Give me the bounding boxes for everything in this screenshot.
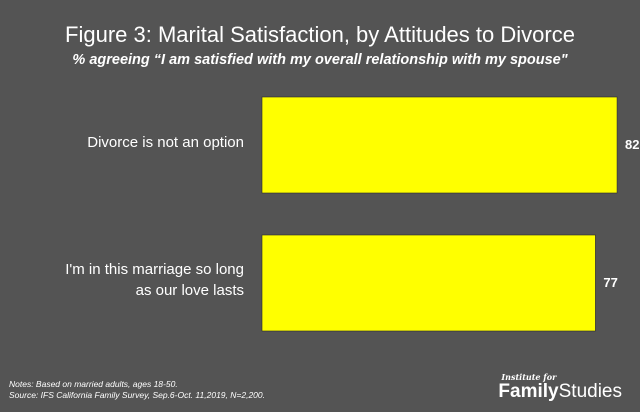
category-label-line: Divorce is not an option — [87, 133, 244, 151]
category-label-0: Divorce is not an option — [4, 132, 244, 153]
chart-notes: Notes: Based on married adults, ages 18-… — [9, 379, 265, 401]
category-label-1: I'm in this marriage so long as our love … — [4, 259, 244, 301]
chart-subtitle: % agreeing “I am satisfied with my overa… — [72, 52, 568, 68]
value-label-1: 77 — [603, 275, 618, 290]
logo-main-text: FamilyStudies — [498, 382, 622, 402]
logo-bold-text: Family — [498, 381, 559, 402]
ifs-logo: Institute for FamilyStudies — [498, 372, 622, 402]
source-line: Source: IFS California Family Survey, Se… — [9, 390, 265, 400]
logo-top-text: Institute for — [501, 372, 557, 382]
category-label-line: as our love lasts — [135, 282, 244, 299]
bar-0 — [261, 96, 618, 194]
logo-regular-text: Studies — [558, 381, 622, 402]
bar-1 — [261, 234, 596, 332]
notes-line: Notes: Based on married adults, ages 18-… — [9, 379, 178, 389]
value-label-0: 82 — [625, 137, 640, 152]
chart-title: Figure 3: Marital Satisfaction, by Attit… — [65, 22, 575, 47]
category-label-line: I'm in this marriage so long — [65, 261, 244, 278]
